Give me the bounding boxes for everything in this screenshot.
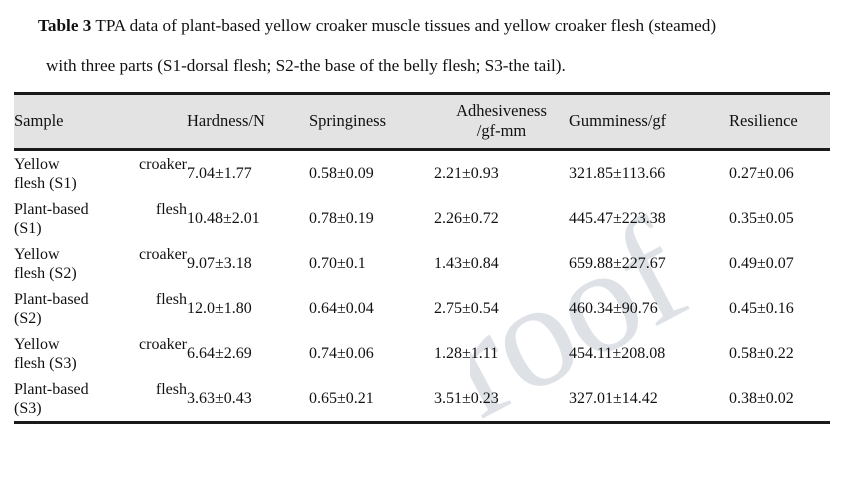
table-header-row: Sample Hardness/N Springiness Adhesivene…	[14, 93, 830, 150]
table-row: Plant-based flesh (S2) 12.0±1.80 0.64±0.…	[14, 286, 830, 331]
column-header-springiness: Springiness	[309, 111, 387, 130]
column-header-adhesiveness-line2: /gf-mm	[476, 121, 527, 140]
column-header-adhesiveness: Adhesiveness /gf-mm	[434, 94, 569, 150]
sample-name-line2: flesh (S2)	[14, 264, 77, 282]
table-container: Sample Hardness/N Springiness Adhesivene…	[14, 92, 830, 424]
sample-name-line1: Yellow croaker	[14, 245, 187, 263]
cell-hardness: 7.04±1.77	[187, 164, 252, 182]
cell-sample: Plant-based flesh (S3)	[14, 376, 187, 423]
sample-name-line2: (S2)	[14, 309, 42, 327]
cell-sample: Yellow croaker flesh (S3)	[14, 331, 187, 376]
cell-resilience: 0.49±0.07	[729, 254, 794, 272]
cell-gumminess: 460.34±90.76	[569, 299, 658, 317]
cell-hardness: 12.0±1.80	[187, 299, 252, 317]
column-header-resilience: Resilience	[729, 111, 798, 130]
cell-resilience: 0.45±0.16	[729, 299, 794, 317]
cell-sample: Plant-based flesh (S1)	[14, 196, 187, 241]
cell-resilience: 0.35±0.05	[729, 209, 794, 227]
cell-springiness: 0.64±0.04	[309, 299, 374, 317]
cell-adhesiveness: 2.75±0.54	[434, 299, 499, 317]
sample-name-line2: flesh (S1)	[14, 174, 77, 192]
column-header-gumminess: Gumminess/gf	[569, 111, 667, 130]
cell-hardness: 6.64±2.69	[187, 344, 252, 362]
cell-gumminess: 445.47±223.38	[569, 209, 666, 227]
cell-springiness: 0.74±0.06	[309, 344, 374, 362]
sample-name-line1: Plant-based flesh	[14, 290, 187, 308]
cell-resilience: 0.27±0.06	[729, 164, 794, 182]
cell-sample: Yellow croaker flesh (S2)	[14, 241, 187, 286]
sample-name-line2: (S3)	[14, 399, 42, 417]
column-header-hardness: Hardness/N	[187, 111, 265, 130]
sample-name-line1: Yellow croaker	[14, 335, 187, 353]
table-header: Sample Hardness/N Springiness Adhesivene…	[14, 93, 830, 150]
cell-sample: Yellow croaker flesh (S1)	[14, 150, 187, 197]
column-header-adhesiveness-line1: Adhesiveness	[456, 101, 547, 120]
cell-gumminess: 327.01±14.42	[569, 389, 658, 407]
table-row: Yellow croaker flesh (S3) 6.64±2.69 0.74…	[14, 331, 830, 376]
caption-line-1: TPA data of plant-based yellow croaker m…	[91, 16, 717, 35]
cell-springiness: 0.58±0.09	[309, 164, 374, 182]
cell-hardness: 3.63±0.43	[187, 389, 252, 407]
cell-adhesiveness: 1.43±0.84	[434, 254, 499, 272]
cell-sample: Plant-based flesh (S2)	[14, 286, 187, 331]
cell-gumminess: 659.88±227.67	[569, 254, 666, 272]
cell-adhesiveness: 1.28±1.11	[434, 344, 499, 362]
sample-name-line1: Plant-based flesh	[14, 200, 187, 218]
cell-gumminess: 454.11±208.08	[569, 344, 666, 362]
sample-name-line2: flesh (S3)	[14, 354, 77, 372]
cell-gumminess: 321.85±113.66	[569, 164, 666, 182]
sample-name-line1: Plant-based flesh	[14, 380, 187, 398]
cell-adhesiveness: 3.51±0.23	[434, 389, 499, 407]
tpa-data-table: Sample Hardness/N Springiness Adhesivene…	[14, 92, 830, 424]
sample-name-line1: Yellow croaker	[14, 155, 187, 173]
cell-springiness: 0.78±0.19	[309, 209, 374, 227]
cell-resilience: 0.58±0.22	[729, 344, 794, 362]
table-caption: Table 3 TPA data of plant-based yellow c…	[38, 6, 828, 86]
cell-springiness: 0.65±0.21	[309, 389, 374, 407]
table-row: Yellow croaker flesh (S1) 7.04±1.77 0.58…	[14, 150, 830, 197]
caption-line-2: with three parts (S1-dorsal flesh; S2-th…	[46, 56, 566, 75]
cell-resilience: 0.38±0.02	[729, 389, 794, 407]
cell-springiness: 0.70±0.1	[309, 254, 366, 272]
table-row: Yellow croaker flesh (S2) 9.07±3.18 0.70…	[14, 241, 830, 286]
cell-hardness: 10.48±2.01	[187, 209, 260, 227]
column-header-sample: Sample	[14, 111, 64, 130]
sample-name-line2: (S1)	[14, 219, 42, 237]
table-label: Table 3	[38, 16, 92, 35]
table-row: Plant-based flesh (S3) 3.63±0.43 0.65±0.…	[14, 376, 830, 423]
cell-hardness: 9.07±3.18	[187, 254, 252, 272]
cell-adhesiveness: 2.21±0.93	[434, 164, 499, 182]
table-row: Plant-based flesh (S1) 10.48±2.01 0.78±0…	[14, 196, 830, 241]
cell-adhesiveness: 2.26±0.72	[434, 209, 499, 227]
table-body: Yellow croaker flesh (S1) 7.04±1.77 0.58…	[14, 150, 830, 423]
